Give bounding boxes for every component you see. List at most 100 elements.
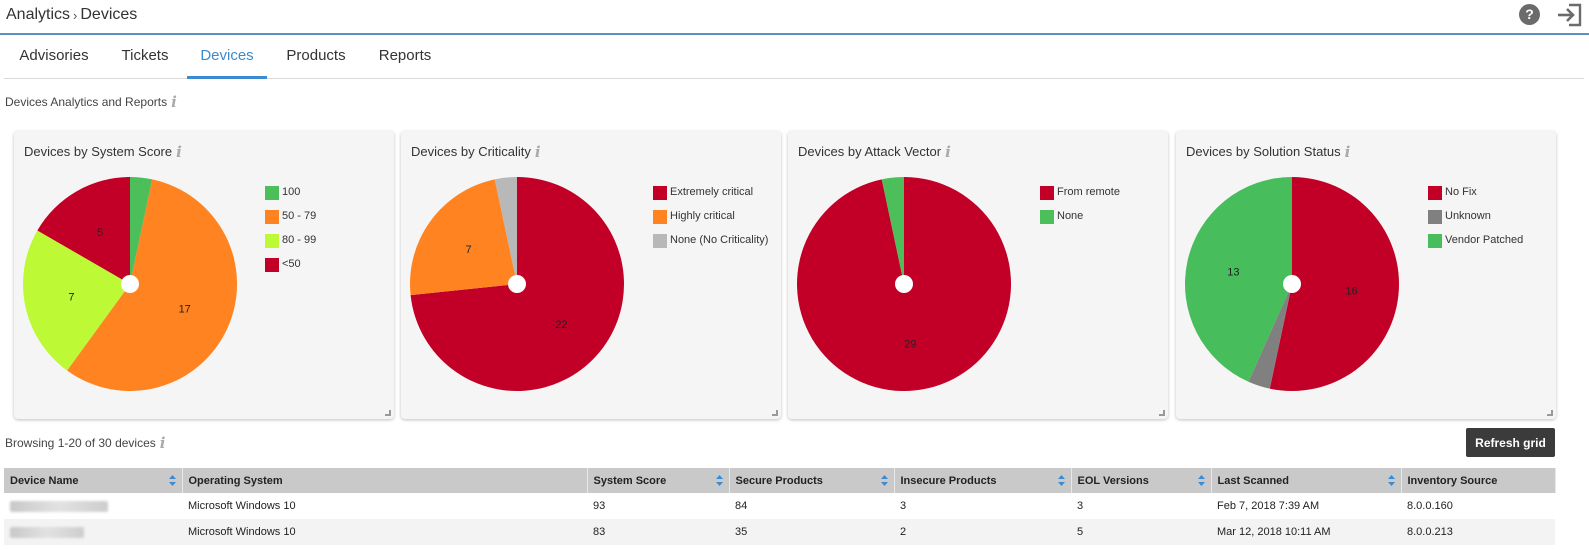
- legend-item-80-99[interactable]: 80 - 99: [265, 234, 316, 258]
- column-header-secure-products[interactable]: Secure Products: [729, 468, 895, 493]
- resize-handle[interactable]: [1547, 410, 1553, 416]
- pie-slice-50-79[interactable]: [67, 179, 238, 392]
- chart-title: Devices by System Score i: [24, 143, 182, 161]
- info-icon[interactable]: i: [176, 143, 182, 161]
- resize-handle[interactable]: [385, 410, 391, 416]
- pie-slice-no-fix[interactable]: [1269, 177, 1400, 391]
- slice-value-label: 29: [904, 339, 916, 351]
- slice-value-label: 7: [465, 244, 471, 256]
- section-title: Devices Analytics and Reports i: [5, 93, 177, 111]
- info-icon[interactable]: i: [171, 93, 177, 111]
- pie-slice-none[interactable]: [881, 177, 904, 284]
- legend-item-100[interactable]: 100: [265, 186, 316, 210]
- legend-swatch: [265, 210, 279, 224]
- tab-devices[interactable]: Devices: [187, 36, 267, 79]
- pie-slice-vendor-patched[interactable]: [1184, 177, 1292, 382]
- legend-label: <50: [282, 258, 301, 270]
- sort-icon[interactable]: [715, 475, 723, 486]
- chart-legend: 100 50 - 79 80 - 99 <50: [265, 186, 316, 282]
- column-header-last-scanned[interactable]: Last Scanned: [1211, 468, 1402, 493]
- legend-swatch: [1428, 186, 1442, 200]
- column-header-inventory-source[interactable]: Inventory Source: [1401, 468, 1556, 493]
- info-icon[interactable]: i: [534, 143, 541, 161]
- device-name-cell[interactable]: [4, 519, 182, 545]
- tab-tickets[interactable]: Tickets: [121, 47, 169, 64]
- column-header-label: Inventory Source: [1407, 474, 1498, 487]
- legend-item-vendor-patched[interactable]: Vendor Patched: [1428, 234, 1523, 258]
- chart-card-solution-status: Devices by Solution Status i 16 13 No Fix U…: [1176, 131, 1556, 419]
- legend-label: No Fix: [1445, 186, 1477, 198]
- tab-advisories[interactable]: Advisories: [19, 47, 89, 64]
- section-title-text: Devices Analytics and Reports: [5, 95, 168, 109]
- legend-swatch: [653, 186, 667, 200]
- legend-swatch: [1428, 234, 1442, 248]
- table-cell: 8.0.0.160: [1407, 500, 1453, 512]
- breadcrumb-analytics[interactable]: Analytics: [6, 6, 71, 23]
- table-cell: 3: [1077, 500, 1084, 512]
- sign-out-icon[interactable]: [1557, 3, 1583, 27]
- table-cell: Microsoft Windows 10: [182, 519, 587, 545]
- pie-slice-80-99[interactable]: [23, 230, 130, 371]
- chart-legend: Extremely critical Highly critical None (N…: [653, 186, 768, 258]
- column-header-device-name[interactable]: Device Name: [4, 468, 183, 493]
- table-cell: 8.0.0.213: [1401, 519, 1555, 545]
- table-row[interactable]: Microsoft Windows 10 83 35 2 5 Mar 12, 2…: [4, 519, 1555, 545]
- legend-item-no-fix[interactable]: No Fix: [1428, 186, 1523, 210]
- table-row[interactable]: Microsoft Windows 10 93 84 3 3 Feb 7, 20…: [4, 493, 1555, 519]
- sort-icon[interactable]: [168, 475, 176, 486]
- resize-handle[interactable]: [772, 410, 778, 416]
- legend-item-extremely-critical[interactable]: Extremely critical: [653, 186, 768, 210]
- chart-title-text: Devices by Attack Vector: [798, 144, 942, 159]
- pie-slice-100[interactable]: [130, 177, 153, 284]
- legend-item-50-79[interactable]: 50 - 79: [265, 210, 316, 234]
- column-header-insecure-products[interactable]: Insecure Products: [894, 468, 1072, 493]
- legend-item-50[interactable]: <50: [265, 258, 316, 282]
- legend-swatch: [1040, 186, 1054, 200]
- resize-handle[interactable]: [1159, 410, 1165, 416]
- legend-swatch: [653, 210, 667, 224]
- column-header-label: Last Scanned: [1217, 474, 1290, 487]
- pie-slice-highly-critical[interactable]: [410, 179, 517, 296]
- tab-reports[interactable]: Reports: [378, 47, 432, 64]
- column-header-label: EOL Versions: [1077, 474, 1149, 487]
- legend-label: Unknown: [1445, 210, 1491, 222]
- info-icon[interactable]: i: [1344, 143, 1351, 161]
- slice-value-label: 17: [179, 303, 191, 315]
- question-circle-icon[interactable]: ?: [1519, 4, 1540, 25]
- chart-legend: No Fix Unknown Vendor Patched: [1428, 186, 1523, 258]
- column-header-operating-system[interactable]: Operating System: [182, 468, 588, 493]
- sort-icon[interactable]: [1387, 475, 1395, 486]
- chart-title: Devices by Solution Status i: [1186, 143, 1350, 161]
- legend-item-highly-critical[interactable]: Highly critical: [653, 210, 768, 234]
- column-header-label: Insecure Products: [900, 474, 997, 487]
- info-icon[interactable]: i: [945, 143, 951, 161]
- slice-value-label: 22: [555, 319, 567, 331]
- column-header-system-score[interactable]: System Score: [587, 468, 730, 493]
- legend-label: 100: [282, 186, 301, 198]
- breadcrumb: Analytics › Devices: [6, 6, 137, 24]
- sort-icon[interactable]: [1197, 475, 1205, 486]
- chart-title: Devices by Attack Vector i: [798, 143, 951, 161]
- info-icon[interactable]: i: [159, 434, 166, 452]
- sort-icon[interactable]: [880, 475, 888, 486]
- column-header-label: Device Name: [10, 474, 79, 487]
- legend-item-from-remote[interactable]: From remote: [1040, 186, 1120, 210]
- grid-header-row: Device Name Operating System System Scor…: [4, 468, 1556, 493]
- legend-item-none-no-criticality[interactable]: None (No Criticality): [653, 234, 768, 258]
- devices-grid: Device Name Operating System System Scor…: [4, 468, 1556, 545]
- pie-slice-50[interactable]: [37, 177, 131, 284]
- pie-slice-unknown[interactable]: [1248, 284, 1292, 389]
- legend-item-unknown[interactable]: Unknown: [1428, 210, 1523, 234]
- table-cell: 83: [587, 519, 729, 545]
- refresh-grid-button[interactable]: Refresh grid: [1466, 428, 1555, 457]
- pie-slice-none-no-criticality[interactable]: [494, 177, 517, 284]
- tab-products[interactable]: Products: [286, 47, 346, 64]
- breadcrumb-devices: Devices: [80, 6, 138, 23]
- redacted-device-name: [10, 500, 108, 512]
- chart-legend: From remote None: [1040, 186, 1120, 234]
- device-name-cell[interactable]: [4, 493, 182, 519]
- sort-icon[interactable]: [1057, 475, 1065, 486]
- column-header-eol-versions[interactable]: EOL Versions: [1071, 468, 1212, 493]
- legend-item-none[interactable]: None: [1040, 210, 1120, 234]
